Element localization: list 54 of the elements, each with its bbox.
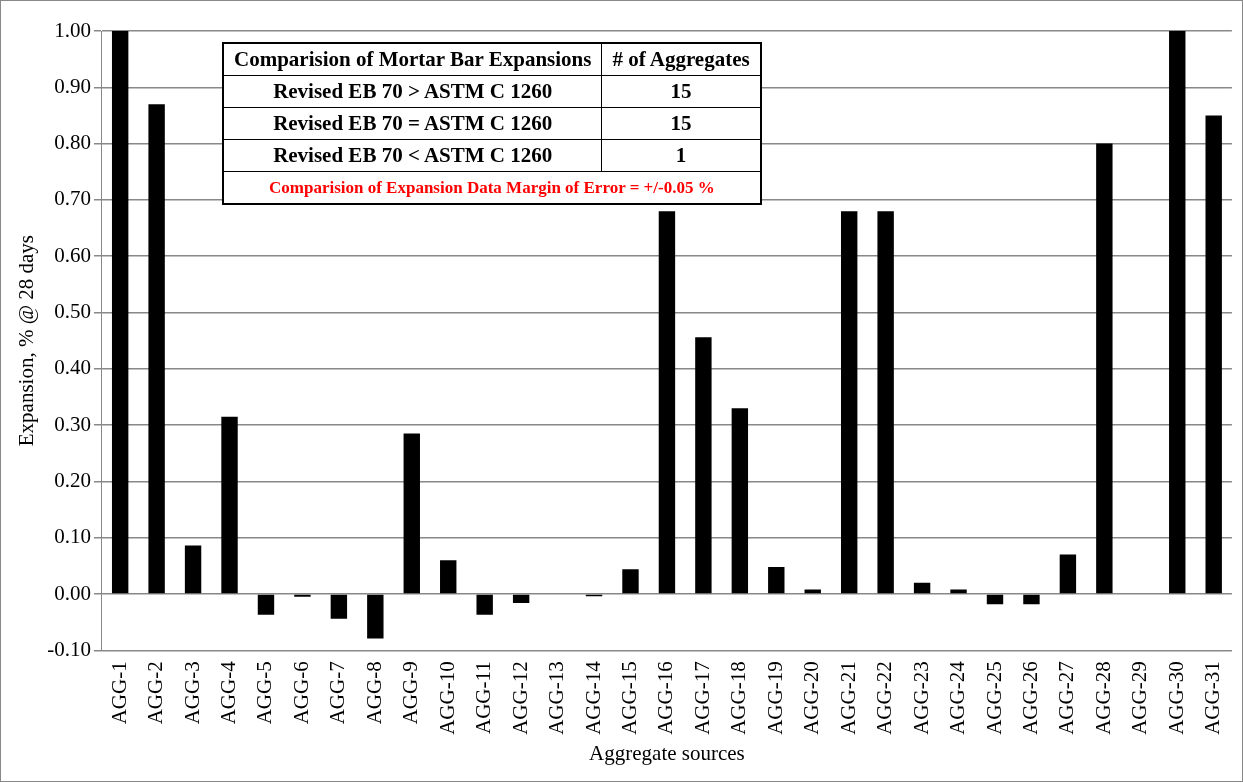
annotation: Comparision of Mortar Bar Expansions [223,43,602,76]
x-tick-label: AGG-31 [1200,661,1225,735]
x-tick-label: AGG-1 [106,661,131,725]
y-tick-label: 1.00 [54,17,91,42]
annotation: Comparision of Expansion Data Margin of Error = +/-0.05 % [223,171,761,204]
x-tick-label: AGG-6 [288,661,313,725]
annotation: Revised EB 70 > ASTM C 1260 [223,75,602,108]
y-tick-label: 0.90 [54,73,91,98]
x-tick-label: AGG-20 [799,661,824,735]
annotation: 1 [601,139,761,172]
x-axis-title: Aggregate sources [589,740,745,765]
annotation: 15 [601,75,761,108]
x-tick-label: AGG-10 [434,661,459,735]
x-tick-label: AGG-7 [325,661,350,725]
x-tick-label: AGG-22 [872,661,897,735]
y-tick-label: 0.30 [54,411,91,436]
x-tick-label: AGG-27 [1054,661,1079,735]
x-tick-label: AGG-18 [726,661,751,735]
y-tick-label: 0.50 [54,299,91,324]
x-tick-label: AGG-24 [945,660,970,735]
x-tick-label: AGG-9 [398,661,423,725]
x-tick-label: AGG-14 [580,660,605,735]
x-tick-label: AGG-28 [1090,661,1115,735]
x-tick-label: AGG-26 [1017,661,1042,735]
y-tick-label: 0.40 [54,355,91,380]
x-tick-label: AGG-23 [908,661,933,735]
x-tick-label: AGG-5 [252,661,277,725]
y-tick-label: 0.80 [54,130,91,155]
x-tick-label: AGG-8 [361,661,386,725]
y-tick-label: 0.00 [54,580,91,605]
x-tick-label: AGG-19 [762,661,787,735]
x-tick-label: AGG-12 [507,661,532,735]
annotation: 15 [601,107,761,140]
x-tick-label: AGG-17 [689,661,714,735]
x-tick-label: AGG-2 [143,661,168,725]
y-tick-label: 0.60 [54,242,91,267]
y-axis-title: Expansion, % @ 28 days [14,235,39,447]
annotation: # of Aggregates [601,43,761,76]
y-tick-label: 0.10 [54,524,91,549]
y-tick-label: -0.10 [47,636,91,661]
y-tick-label: 0.70 [54,186,91,211]
y-tick-label: 0.20 [54,467,91,492]
x-tick-label: AGG-30 [1163,661,1188,735]
x-tick-label: AGG-4 [216,660,241,725]
x-tick-label: AGG-13 [544,661,569,735]
x-tick-label: AGG-25 [981,661,1006,735]
x-tick-label: AGG-16 [653,661,678,735]
x-tick-label: AGG-15 [617,661,641,735]
x-tick-label: AGG-29 [1127,661,1152,735]
x-tick-label: AGG-21 [835,661,860,735]
x-tick-label: AGG-3 [179,661,204,725]
annotation: Revised EB 70 = ASTM C 1260 [223,107,602,140]
x-tick-label: AGG-11 [471,661,496,735]
annotation: Revised EB 70 < ASTM C 1260 [223,139,602,172]
